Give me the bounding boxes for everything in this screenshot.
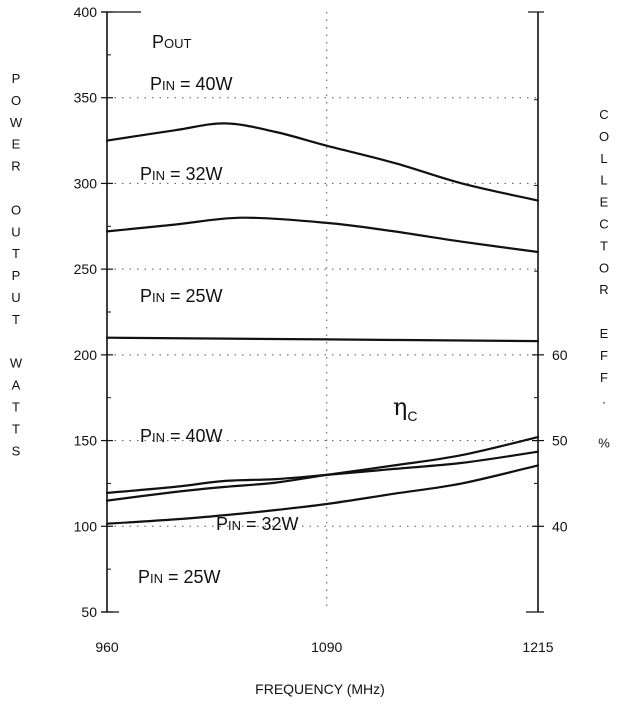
y-axis-title-right-letter: % bbox=[598, 436, 610, 451]
y-axis-title-left-letter: W bbox=[10, 115, 23, 130]
y-axis-title-left-letter: P bbox=[12, 71, 21, 86]
y-axis-title-right-letter: F bbox=[600, 348, 608, 363]
y2-tick-label-60: 60 bbox=[552, 347, 568, 363]
y-axis-title-right-letter: C bbox=[599, 107, 608, 122]
y-axis-title-right-letter: O bbox=[599, 129, 609, 144]
y-tick-label-150: 150 bbox=[74, 433, 98, 449]
y-axis-title-left-letter: T bbox=[12, 312, 20, 327]
y-axis-title-left-letter: P bbox=[12, 268, 21, 283]
y-tick-label-100: 100 bbox=[74, 518, 98, 534]
annotations: PIN = 40W PIN = 32W PIN = 25W PIN = 40W PIN … bbox=[138, 32, 418, 587]
y-axis-title-right-letter: F bbox=[600, 370, 608, 385]
y-axis-title-right-letter: E bbox=[600, 326, 609, 341]
series-label-eta-3: PIN = 40W bbox=[140, 426, 223, 446]
y-tick-label-400: 400 bbox=[74, 4, 98, 20]
y-axis-title-left-letter: U bbox=[11, 290, 20, 305]
series-lines bbox=[105, 122, 540, 525]
series-label-pout-0: PIN = 40W bbox=[150, 74, 233, 94]
y-axis-title-left-letter: E bbox=[12, 137, 21, 152]
x-axis-title: FREQUENCY (MHz) bbox=[255, 681, 385, 697]
y-axis-title-right-letter: L bbox=[600, 173, 607, 188]
y-tick-label-350: 350 bbox=[74, 90, 98, 106]
y-axis-title-right-letter: R bbox=[599, 282, 608, 297]
series-line-eta-3 bbox=[105, 450, 540, 494]
y-axis-title-left-letter: S bbox=[12, 443, 21, 458]
x-tick-label-960: 960 bbox=[95, 639, 119, 655]
y-tick-label-50: 50 bbox=[81, 604, 97, 620]
y-axis-title-left-letter: R bbox=[11, 159, 20, 174]
y-axis-title-right-letter: E bbox=[600, 195, 609, 210]
x-tick-label-1090: 1090 bbox=[311, 639, 342, 655]
series-label-eta-5: PIN = 25W bbox=[138, 567, 221, 587]
grid bbox=[107, 12, 538, 612]
group-label-eta: ηC bbox=[393, 393, 418, 424]
series-line-pout-2 bbox=[105, 336, 540, 343]
y-axis-title-left-letter: A bbox=[12, 378, 21, 393]
series-label-eta-4: PIN = 32W bbox=[216, 514, 299, 534]
y-axis-title-right-letter: O bbox=[599, 260, 609, 275]
series-line-eta-4 bbox=[105, 436, 540, 502]
y-axis-title-right-letter: C bbox=[599, 217, 608, 232]
y-axis-title-left-letter: T bbox=[12, 246, 20, 261]
series-label-pout-1: PIN = 32W bbox=[140, 164, 223, 184]
series-line-pout-1 bbox=[105, 216, 540, 254]
axes: 50 100 150 200 250 300 350 400 40 50 60 960 1090 1215… bbox=[10, 4, 610, 697]
y-axis-title-left-letter: U bbox=[11, 224, 20, 239]
y-tick-label-300: 300 bbox=[74, 175, 98, 191]
y-axis-title-left-letter: O bbox=[11, 202, 21, 217]
y-axis-title-left-letter: T bbox=[12, 421, 20, 436]
y-axis-title-right-letter: . bbox=[602, 392, 606, 407]
group-label-pout: POUT bbox=[152, 32, 192, 52]
series-line-eta-5 bbox=[105, 464, 540, 525]
y-tick-label-200: 200 bbox=[74, 347, 98, 363]
x-tick-label-1215: 1215 bbox=[522, 639, 553, 655]
y-axis-title-left-letter: O bbox=[11, 93, 21, 108]
y-axis-title-right-letter: L bbox=[600, 151, 607, 166]
series-label-pout-2: PIN = 25W bbox=[140, 286, 223, 306]
y-axis-title-left-letter: W bbox=[10, 356, 23, 371]
series-line-pout-0 bbox=[105, 122, 540, 202]
y-axis-title-left-letter: T bbox=[12, 400, 20, 415]
y2-tick-label-40: 40 bbox=[552, 518, 568, 534]
y-tick-label-250: 250 bbox=[74, 261, 98, 277]
y-axis-title-right-letter: T bbox=[600, 238, 608, 253]
y2-tick-label-50: 50 bbox=[552, 433, 568, 449]
